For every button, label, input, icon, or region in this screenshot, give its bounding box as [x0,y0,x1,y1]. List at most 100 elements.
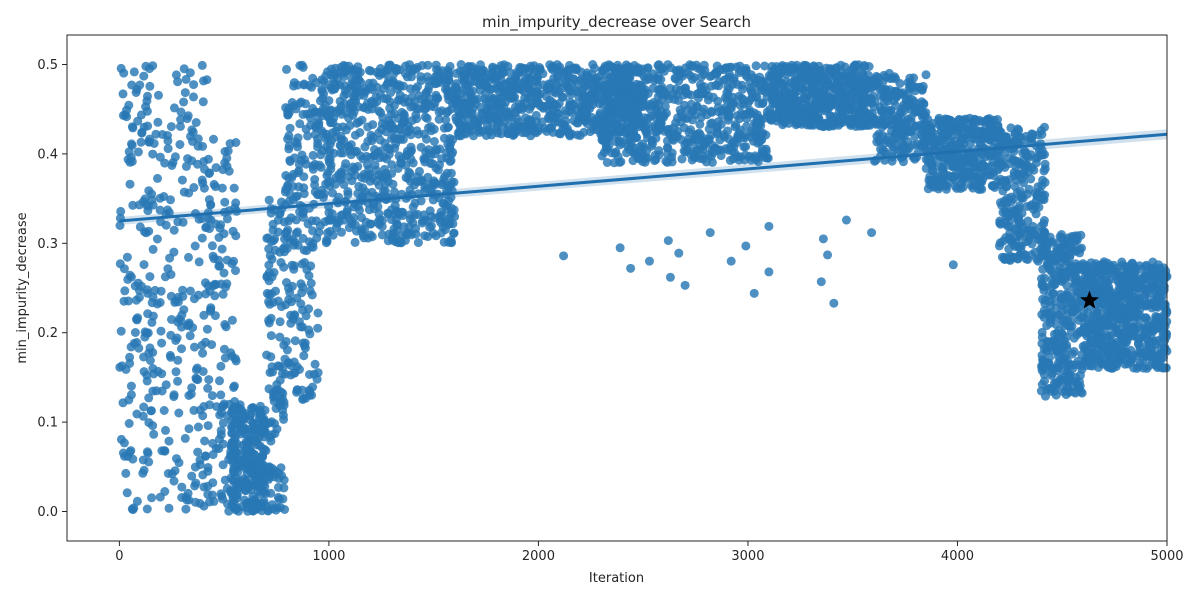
data-point [487,95,497,105]
data-point [139,352,149,362]
data-point [365,219,375,229]
data-point [491,125,501,135]
data-point [262,288,272,298]
data-point [602,94,612,104]
data-point [231,266,240,276]
data-point [331,81,341,91]
data-point [271,505,281,515]
data-point [305,370,314,379]
data-point [262,233,272,243]
data-point [780,87,790,97]
data-point [141,102,151,112]
data-point [216,361,226,371]
data-point [179,97,189,107]
data-point [235,479,245,489]
data-point [392,134,402,144]
data-point [298,395,308,404]
data-point [520,93,530,103]
data-point [227,315,237,325]
data-point [500,86,509,96]
data-point [1040,159,1050,169]
data-point [880,111,889,121]
data-point [575,131,585,140]
data-point [231,198,241,208]
data-point [1027,133,1036,143]
data-point [119,68,129,78]
data-point [738,133,748,143]
data-point [209,134,218,144]
data-point [918,81,928,91]
data-point [449,205,459,215]
data-point [1066,360,1076,370]
data-point [289,264,299,274]
data-point [456,60,466,69]
data-point [293,168,303,178]
data-point [204,214,214,224]
data-point [1014,159,1024,169]
data-point [432,93,442,103]
data-point [696,112,706,122]
data-point [307,390,317,400]
data-point [184,318,194,328]
data-point [203,154,213,164]
data-point [135,80,145,90]
data-point [1067,321,1077,331]
data-point [147,195,157,205]
data-point [293,240,303,250]
data-point [891,88,901,98]
data-point [294,182,304,192]
data-point [572,118,582,128]
data-point [265,432,275,442]
data-point [208,281,218,291]
data-point [337,227,346,237]
data-point [188,127,198,137]
data-point [124,100,134,110]
data-point [828,95,838,105]
data-point [145,356,155,365]
data-point [139,402,149,412]
data-point [660,89,670,99]
data-point [218,289,228,299]
data-point [149,429,159,439]
data-point [1016,218,1026,228]
data-point [169,103,179,113]
data-point [846,119,856,129]
data-point [718,65,728,75]
data-point [125,157,135,167]
data-point [382,154,392,164]
data-point [185,331,195,341]
data-point [205,168,215,178]
data-point [353,201,363,211]
data-point [459,76,469,86]
data-point [996,159,1005,169]
data-point [285,157,295,166]
data-point [189,183,199,192]
data-point [860,74,870,84]
data-point [350,147,360,157]
data-point [413,238,423,248]
data-point [428,195,438,205]
data-point [173,376,183,386]
data-point [268,388,278,398]
data-point [210,291,220,301]
data-point [261,446,271,456]
data-point [380,138,390,148]
data-point [342,207,352,217]
data-point [853,93,863,103]
data-point [243,444,253,454]
data-point [362,151,371,161]
data-point [680,100,690,110]
data-point [436,228,446,238]
data-point [610,76,619,86]
data-point [299,189,309,199]
data-point [512,67,522,77]
data-point [1006,137,1016,147]
data-point [442,168,452,178]
data-point [650,156,660,166]
data-point [298,305,308,315]
data-point [1075,244,1085,254]
data-point [339,91,349,101]
data-point [265,299,275,309]
data-point [185,286,195,296]
data-point [383,78,393,88]
